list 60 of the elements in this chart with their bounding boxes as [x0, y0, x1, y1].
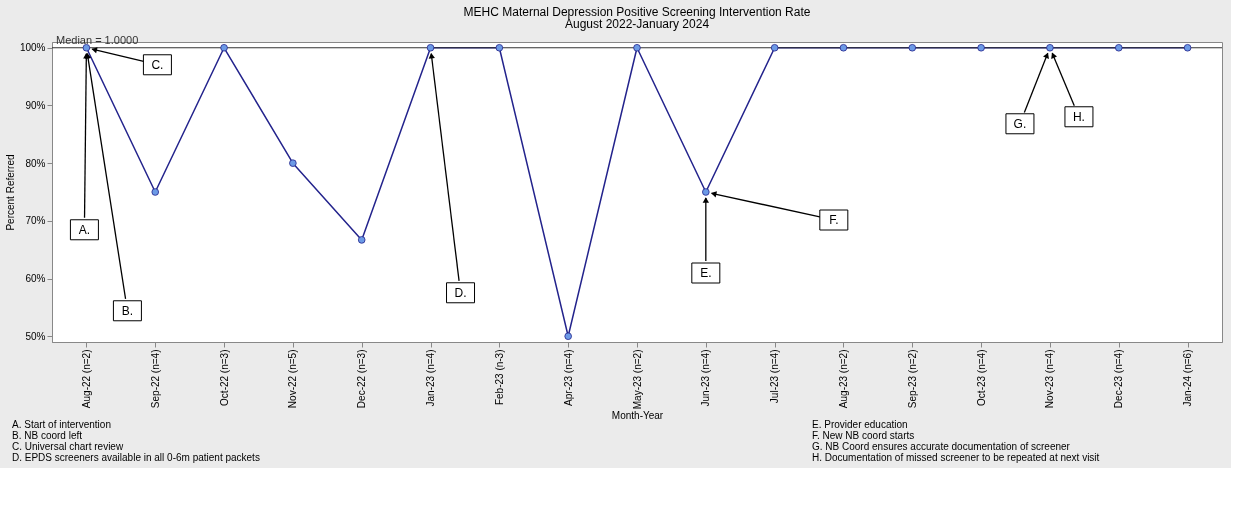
x-tick-label: Jan-24 (n=6) [1182, 349, 1194, 407]
x-tick-label: Sep-22 (n=4) [149, 349, 161, 409]
y-tick-label: 70% [25, 215, 46, 227]
point [495, 44, 504, 52]
y-tick-label: 90% [25, 99, 46, 111]
point [82, 44, 91, 52]
text: E. Provider education [812, 419, 908, 430]
x-tick-label: Oct-23 (n=4) [975, 349, 987, 406]
x-tick-label: Aug-22 (n=2) [80, 349, 92, 409]
annotation: E. [700, 266, 712, 280]
x-tick-label: Nov-23 (n=4) [1044, 349, 1056, 409]
point [839, 44, 848, 52]
x-tick-label: May-23 (n=2) [631, 349, 643, 410]
text: H. Documentation of missed screener to be repeated at next visit [812, 452, 1100, 463]
point [564, 332, 572, 340]
y-tick-label: 60% [25, 273, 46, 285]
annotation: B. [121, 303, 134, 318]
chart-title: MEHC Maternal Depression Positive Screening Intervention Rate [463, 4, 811, 19]
annotation: G. [1013, 116, 1027, 131]
annotation: F. [829, 213, 839, 227]
annotation: H. [1072, 109, 1085, 124]
y-tick-label: 50% [25, 330, 46, 342]
point [770, 44, 779, 52]
x-tick-label: Jan-23 (n=4) [425, 349, 437, 407]
text: B. NB coord left [12, 430, 83, 441]
x-tick-label: Nov-22 (n=5) [287, 349, 299, 409]
point [702, 188, 710, 196]
annotation: A. [78, 222, 91, 237]
y-axis-title: Percent Referred [4, 154, 16, 231]
x-tick-label: Sep-23 (n=2) [906, 349, 918, 409]
y-tick-label: 80% [25, 157, 46, 169]
text: D. EPDS screeners available in all 0-6m patient packets [12, 452, 260, 463]
x-tick-label: Jun-23 (n=4) [700, 349, 712, 407]
y-tick-label: 100% [19, 42, 46, 54]
point [289, 159, 297, 167]
point [633, 44, 641, 52]
point [908, 44, 917, 52]
x-tick-label: Feb-23 (n-3) [493, 349, 505, 406]
point [151, 188, 159, 196]
point [1115, 44, 1123, 52]
point [977, 44, 985, 52]
point [426, 44, 435, 52]
text: F. New NB coord starts [812, 430, 915, 441]
annotation: Median = 1.0000 [56, 33, 139, 46]
text: C. Universal chart review [12, 441, 124, 452]
x-tick-label: Dec-22 (n=3) [356, 349, 368, 409]
point [1046, 44, 1054, 52]
point [357, 236, 366, 244]
point [1183, 44, 1192, 52]
annotation: C. [151, 57, 164, 72]
x-tick-label: Aug-23 (n=2) [837, 349, 849, 409]
annotation: D. [454, 285, 467, 300]
x-tick-label: Apr-23 (n=4) [562, 349, 574, 406]
x-tick-label: Jul-23 (n=4) [769, 349, 781, 404]
text: A. Start of intervention [12, 419, 111, 430]
text: G. NB Coord ensures accurate documentation of screener [812, 441, 1071, 452]
x-tick-label: Oct-22 (n=3) [218, 349, 230, 406]
point [220, 44, 228, 52]
x-tick-label: Dec-23 (n=4) [1113, 349, 1125, 409]
x-axis-title: Month-Year [611, 410, 664, 422]
